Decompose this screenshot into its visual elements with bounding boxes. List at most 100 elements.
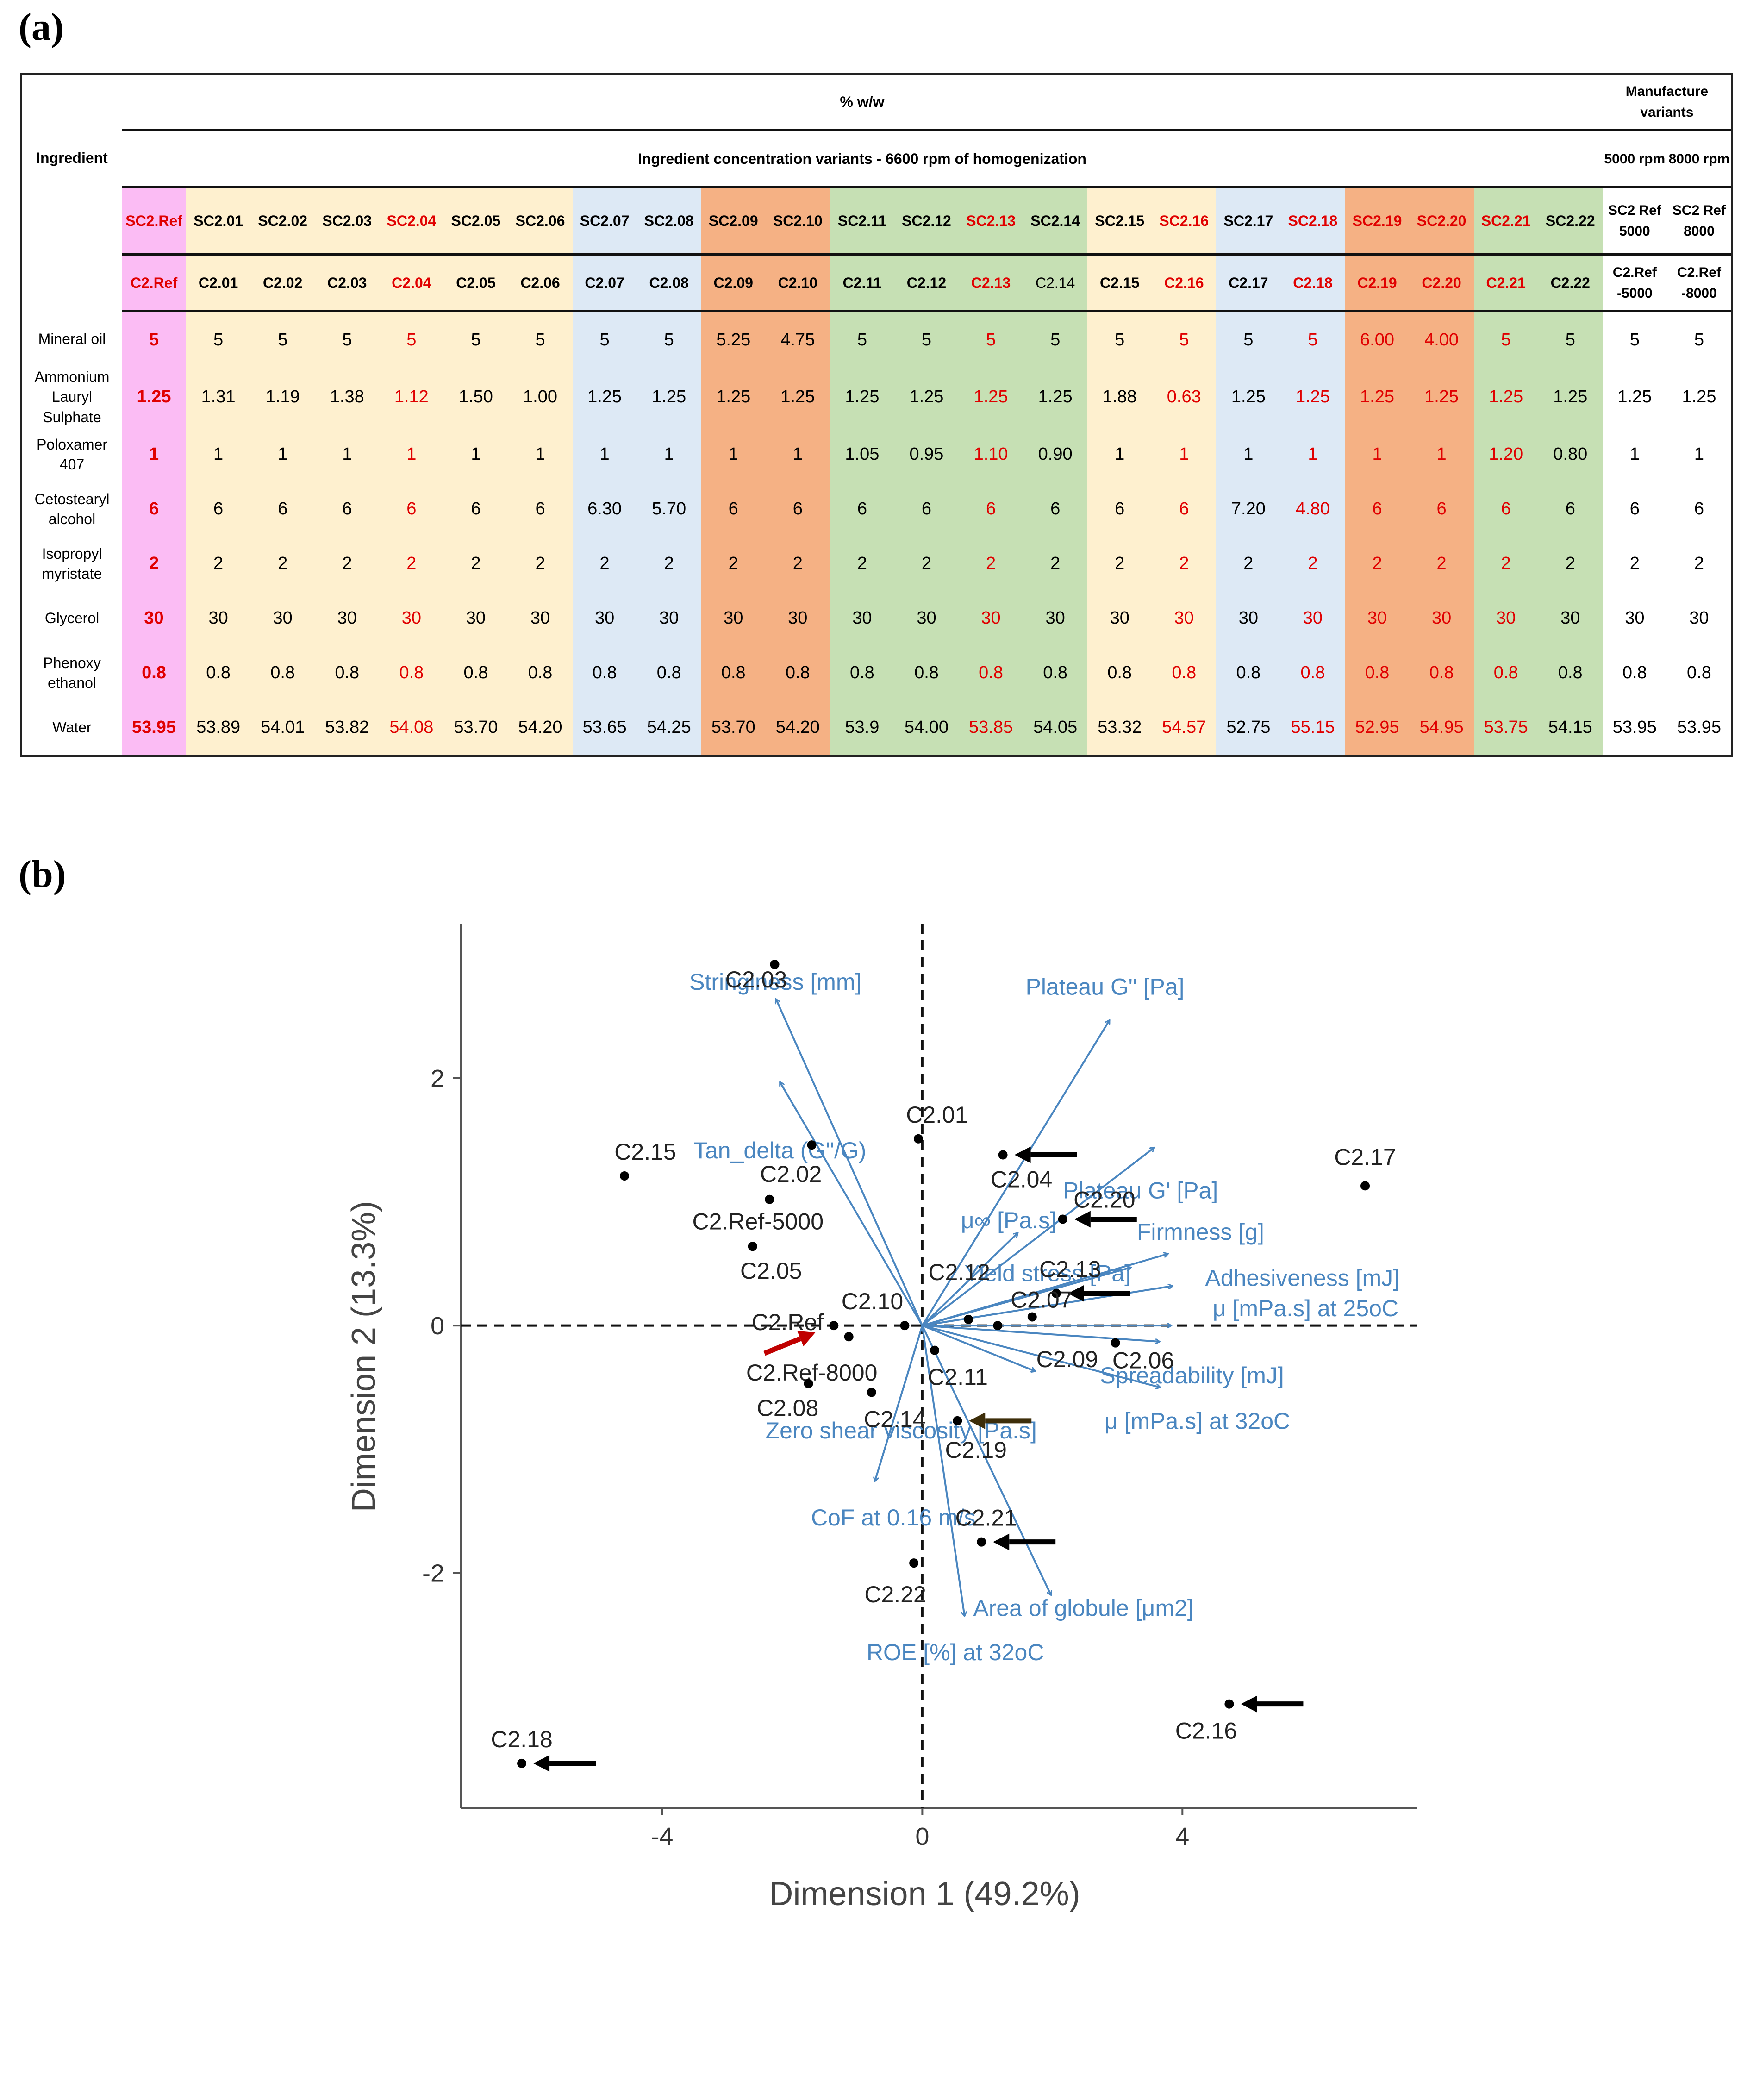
table-cell: 0.8 (1345, 645, 1410, 700)
loading-vector (921, 1233, 1017, 1326)
sample-code-sc: SC2.03 (315, 187, 380, 256)
sample-code-c: C2.Ref -5000 (1602, 254, 1667, 313)
rpm-header: 8000 rpm (1666, 130, 1731, 189)
vector-label: Tan_delta (G"/G) (693, 1138, 866, 1163)
table-cell: 0.8 (1216, 645, 1281, 700)
sample-code-sc: SC2.18 (1280, 187, 1345, 256)
table-cell: 1.25 (636, 367, 701, 427)
table-cell: 54.05 (1023, 700, 1088, 755)
table-cell: 2 (1152, 536, 1217, 591)
table-cell: 30 (186, 591, 251, 646)
table-cell: 52.75 (1216, 700, 1281, 755)
table-cell: 0.8 (508, 645, 573, 700)
table-cell: 54.20 (508, 700, 573, 755)
table-cell: 5 (1087, 311, 1152, 368)
table-cell: 2 (830, 536, 894, 591)
table-cell: 6 (1409, 481, 1474, 537)
data-point (765, 1194, 774, 1204)
data-point (748, 1242, 757, 1251)
table-cell: 2 (572, 536, 637, 591)
loading-vector (776, 999, 924, 1326)
table-cell: 53.65 (572, 700, 637, 755)
loading-vector (922, 1325, 1160, 1342)
table-cell: 6 (315, 481, 380, 537)
sample-code-sc: SC2.Ref (122, 187, 187, 256)
vector-label: Area of globule [μm2] (973, 1595, 1193, 1621)
table-cell: 30 (830, 591, 894, 646)
y-tick-label: 0 (431, 1312, 444, 1340)
concentration-variants-header: Ingredient concentration variants - 6600… (122, 130, 1603, 189)
vector-label: Plateau G" [Pa] (1025, 974, 1184, 1000)
sample-code-c: C2.05 (443, 254, 508, 313)
table-cell: 53.89 (186, 700, 251, 755)
table-cell: 0.8 (636, 645, 701, 700)
table-cell: 1.25 (572, 367, 637, 427)
table-cell: 0.8 (1280, 645, 1345, 700)
table-cell: 30 (1538, 591, 1603, 646)
ingredient-name: Glycerol (44, 610, 100, 627)
table-cell: 6 (250, 481, 315, 537)
table-cell: 6 (186, 481, 251, 537)
table-cell: 54.20 (765, 700, 830, 755)
table-cell: 30 (959, 591, 1023, 646)
table-cell: 2 (1280, 536, 1345, 591)
point-label: C2.18 (491, 1726, 552, 1752)
table-cell: 4.75 (765, 311, 830, 368)
table-cell: 2 (1216, 536, 1281, 591)
loading-vector (921, 1020, 1111, 1326)
table-cell: 0.8 (1087, 645, 1152, 700)
table-cell: 1.25 (1216, 367, 1281, 427)
point-label: C2.22 (864, 1581, 926, 1607)
y-tick-label: -2 (422, 1559, 444, 1587)
sample-code-sc: SC2.12 (894, 187, 959, 256)
data-point (804, 1379, 813, 1388)
data-point (993, 1321, 1003, 1331)
percent-ww-header: % w/w (122, 75, 1603, 132)
sample-code-sc: SC2 Ref 5000 (1602, 187, 1667, 256)
sample-code-sc: SC2.17 (1216, 187, 1281, 256)
table-cell: 30 (122, 591, 187, 646)
sample-code-sc: SC2.22 (1538, 187, 1603, 256)
highlight-arrow-head (1074, 1211, 1091, 1228)
table-cell: 5 (379, 311, 444, 368)
point-label: C2.Ref-5000 (693, 1209, 824, 1235)
table-cell: 1.25 (701, 367, 766, 427)
table-cell: 2 (701, 536, 766, 591)
table-cell: 2 (1473, 536, 1538, 591)
data-point (1360, 1181, 1370, 1191)
table-cell: 0.8 (1409, 645, 1474, 700)
table-cell: 0.8 (765, 645, 830, 700)
vector-label: Stringiness [mm] (689, 969, 861, 995)
point-label: C2.01 (906, 1102, 967, 1128)
sample-code-c: C2.13 (959, 254, 1023, 313)
data-point (964, 1314, 973, 1324)
table-cell: 6 (1473, 481, 1538, 537)
table-cell: 1.19 (250, 367, 315, 427)
sample-code-sc: SC2.10 (765, 187, 830, 256)
table-cell: 0.8 (1602, 645, 1667, 700)
table-cell: 1.25 (1345, 367, 1410, 427)
data-point (807, 1140, 817, 1150)
table-cell: 4.80 (1280, 481, 1345, 537)
data-point (909, 1558, 919, 1568)
table-cell: 5.25 (701, 311, 766, 368)
manufacture-variants-header: Manufacture variants (1602, 75, 1731, 132)
table-cell: 30 (1216, 591, 1281, 646)
table-cell: 1.25 (1602, 367, 1667, 427)
point-label: C2.19 (945, 1437, 1007, 1463)
table-cell: 2 (1538, 536, 1603, 591)
sample-code-c: C2.08 (636, 254, 701, 313)
vector-label: Firmness [g] (1137, 1219, 1264, 1245)
table-cell: 53.82 (315, 700, 380, 755)
table-cell: 54.57 (1152, 700, 1217, 755)
panel-label-b: (b) (19, 853, 66, 896)
loading-vector (922, 1325, 1035, 1371)
table-row: Cetostearyl alcohol 6 6 6 6 6 6 6 6.30 5.70 6 6 6 6 6 6… (22, 481, 1731, 537)
table-cell: 0.8 (701, 645, 766, 700)
table-cell: 30 (443, 591, 508, 646)
highlight-arrow (763, 1336, 802, 1356)
table-cell: 6 (1602, 481, 1667, 537)
table-cell: 2 (379, 536, 444, 591)
table-cell: 30 (379, 591, 444, 646)
highlight-arrow-head (1241, 1695, 1257, 1712)
